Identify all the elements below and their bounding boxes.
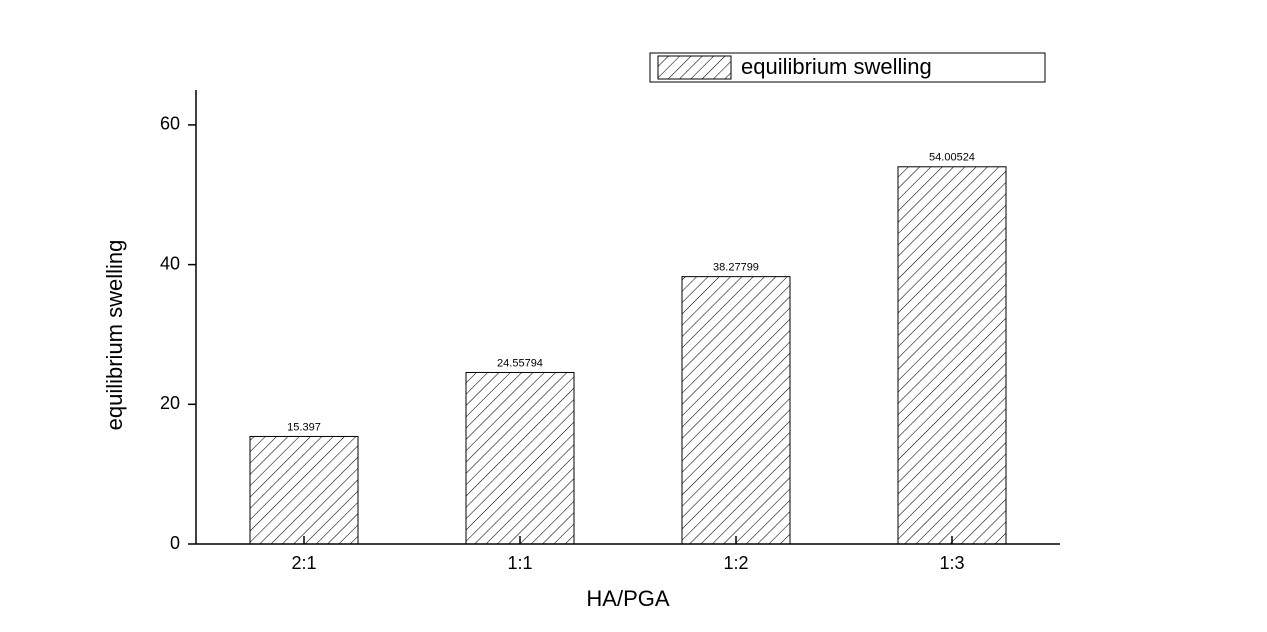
x-tick-label: 1:2 [723, 553, 748, 573]
bar [249, 435, 359, 545]
legend-swatch [657, 55, 732, 80]
x-tick-label: 1:1 [507, 553, 532, 573]
x-tick-label: 1:3 [939, 553, 964, 573]
bar [897, 166, 1007, 545]
y-tick-label: 60 [160, 114, 180, 134]
x-tick-label: 2:1 [291, 553, 316, 573]
value-label: 54.00524 [929, 152, 975, 164]
bar [465, 371, 575, 545]
value-label: 24.55794 [497, 357, 543, 369]
y-tick-label: 20 [160, 393, 180, 413]
y-tick-label: 40 [160, 253, 180, 273]
bar [681, 276, 791, 545]
legend-label: equilibrium swelling [741, 54, 932, 79]
y-axis-label: equilibrium swelling [102, 240, 127, 431]
value-label: 15.397 [287, 421, 321, 433]
value-label: 38.27799 [713, 262, 759, 274]
y-tick-label: 0 [170, 533, 180, 553]
x-axis-label: HA/PGA [586, 586, 669, 611]
